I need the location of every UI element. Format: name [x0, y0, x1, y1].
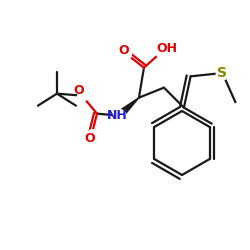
Text: O: O	[118, 44, 129, 57]
Text: OH: OH	[156, 42, 178, 55]
Text: O: O	[74, 84, 84, 97]
Polygon shape	[116, 98, 139, 118]
Text: NH: NH	[106, 109, 127, 122]
Text: O: O	[84, 132, 95, 145]
Text: S: S	[218, 66, 228, 80]
